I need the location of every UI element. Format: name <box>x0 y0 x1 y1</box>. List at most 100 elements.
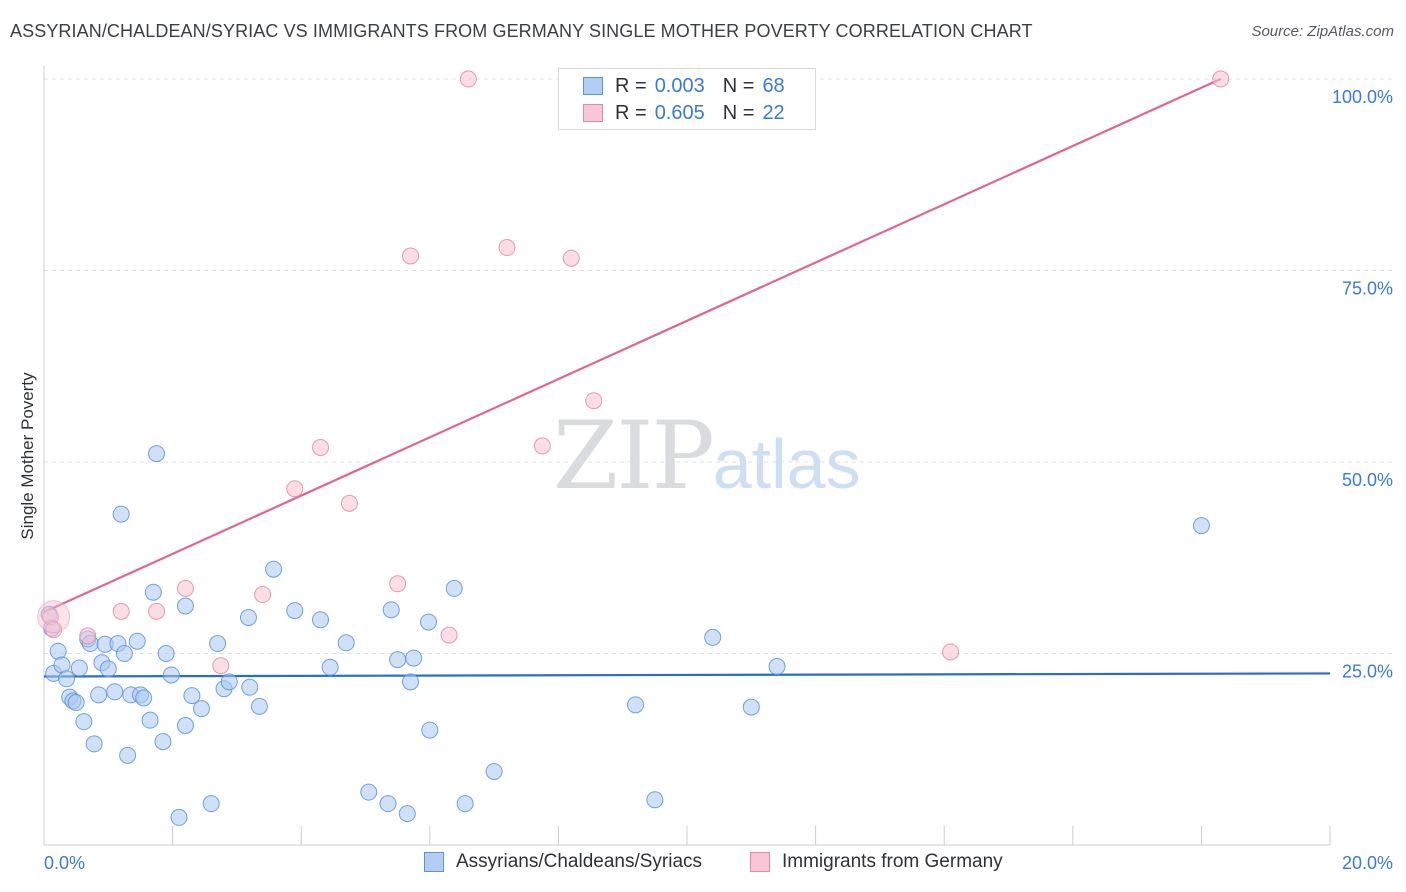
germany-point <box>498 239 516 257</box>
germany-point <box>402 247 420 265</box>
germany-point-large <box>37 600 71 634</box>
assyrian-point <box>485 762 503 780</box>
germany-point <box>286 480 304 498</box>
y-axis-title: Single Mother Poverty <box>18 372 37 540</box>
assyrian-point <box>119 746 137 764</box>
watermark-atlas: atlas <box>712 425 861 503</box>
germany-point <box>440 626 458 644</box>
assyrian-point <box>128 632 146 650</box>
assyrian-point <box>768 658 786 676</box>
legend-n-value: 68 <box>762 74 785 97</box>
series-swatch-blue <box>424 852 444 872</box>
assyrian-point <box>379 795 397 813</box>
assyrian-point <box>176 597 194 615</box>
assyrian-point <box>398 805 416 823</box>
germany-point <box>79 627 97 645</box>
legend-swatch-blue <box>583 77 603 95</box>
assyrian-point <box>112 505 130 523</box>
legend-row-series1: R = 0.003 N = 68 <box>583 73 785 99</box>
assyrian-point <box>646 791 664 809</box>
germany-point <box>112 602 130 620</box>
assyrian-point <box>75 713 93 731</box>
assyrian-point <box>704 628 722 646</box>
assyrian-point <box>402 673 420 691</box>
assyrian-point <box>445 579 463 597</box>
assyrian-point <box>99 660 117 678</box>
assyrian-point <box>193 700 211 718</box>
germany-point <box>254 586 272 604</box>
assyrian-point <box>106 683 124 701</box>
assyrian-point <box>135 689 153 707</box>
assyrian-point <box>321 658 339 676</box>
germany-point <box>389 575 407 593</box>
germany-point <box>562 249 580 267</box>
assyrian-point <box>456 795 474 813</box>
assyrian-point <box>141 711 159 729</box>
assyrian-point <box>183 687 201 705</box>
germany-trend-line <box>43 77 1222 614</box>
assyrian-point <box>157 645 175 662</box>
assyrian-point <box>742 698 760 716</box>
watermark-zip: ZIP <box>553 402 715 511</box>
assyrian-point <box>85 735 103 753</box>
assyrian-point <box>202 795 220 813</box>
assyrian-point <box>115 645 133 662</box>
germany-point <box>459 70 477 88</box>
series-legend-label: Immigrants from Germany <box>782 851 1003 872</box>
germany-point <box>533 437 551 455</box>
assyrian-point <box>627 696 645 714</box>
series-legend-item-germany[interactable]: Immigrants from Germany <box>750 851 1003 873</box>
series-legend-item-assyrians[interactable]: Assyrians/Chaldeans/Syriacs <box>424 851 702 873</box>
assyrian-point <box>241 678 259 696</box>
series-legend-label: Assyrians/Chaldeans/Syriacs <box>456 851 703 872</box>
assyrian-point <box>382 601 400 619</box>
assyrian-point <box>389 651 407 669</box>
germany-point <box>45 621 63 639</box>
legend-n-label: N = <box>722 101 755 124</box>
assyrian-trend-line <box>43 672 1331 678</box>
data-points <box>37 70 1230 826</box>
legend-n-label: N = <box>722 74 755 97</box>
legend-r-label: R = <box>615 101 647 124</box>
assyrian-point <box>70 659 88 677</box>
watermark: ZIPatlas <box>553 402 861 511</box>
assyrian-point <box>220 673 238 691</box>
x-tick-label: 0.0% <box>44 853 85 873</box>
legend-n-value: 22 <box>762 101 785 124</box>
germany-point <box>176 579 194 597</box>
assyrian-point <box>311 611 329 629</box>
chart-title: ASSYRIAN/CHALDEAN/SYRIAC VS IMMIGRANTS F… <box>10 21 1033 41</box>
axis-labels: 25.0% 50.0% 75.0% 100.0% 0.0% 20.0% Single Mot… <box>18 87 1393 873</box>
legend-r-label: R = <box>615 74 647 97</box>
assyrian-point <box>265 560 283 578</box>
x-tick-label: 20.0% <box>1342 853 1393 873</box>
assyrian-point <box>144 583 162 601</box>
grid-lines <box>44 78 1394 654</box>
legend-r-value: 0.003 <box>654 74 705 97</box>
y-tick-label: 50.0% <box>1342 470 1393 490</box>
assyrian-point <box>420 613 438 631</box>
assyrian-point <box>360 783 378 801</box>
germany-point <box>148 602 166 620</box>
legend-swatch-pink <box>583 104 603 122</box>
germany-point <box>311 438 329 456</box>
assyrian-point <box>162 666 180 684</box>
assyrian-point <box>1192 517 1210 535</box>
germany-point <box>1212 70 1230 88</box>
series-legend: Assyrians/Chaldeans/Syriacs Immigrants f… <box>0 851 1406 879</box>
assyrian-point <box>148 445 166 463</box>
assyrian-point <box>405 649 423 667</box>
legend-row-series2: R = 0.605 N = 22 <box>583 100 785 126</box>
y-tick-label: 100.0% <box>1332 87 1393 107</box>
germany-point <box>212 657 230 675</box>
assyrian-point <box>176 717 194 735</box>
y-tick-label: 25.0% <box>1342 662 1393 682</box>
assyrian-point <box>239 608 257 626</box>
assyrian-point <box>209 635 227 653</box>
trend-lines <box>43 77 1331 678</box>
assyrian-point <box>286 602 304 620</box>
germany-point <box>340 494 358 512</box>
assyrian-point <box>67 694 85 712</box>
germany-point <box>942 643 960 661</box>
